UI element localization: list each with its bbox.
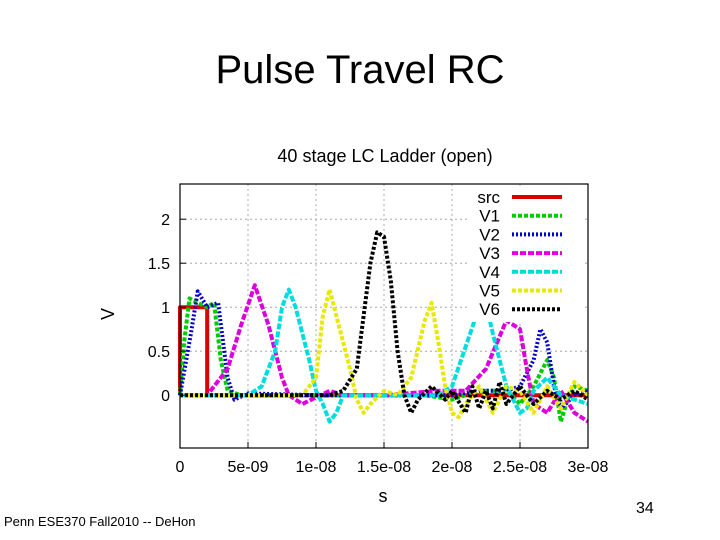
series-line-v2	[178, 289, 589, 411]
legend-label-v6: V6	[479, 300, 500, 319]
page-number: 34	[636, 500, 654, 517]
slide-footer: Penn ESE370 Fall2010 -- DeHon	[4, 514, 196, 529]
y-tick-label: 0.5	[148, 344, 170, 361]
legend-label-v1: V1	[479, 207, 500, 226]
legend-background	[470, 186, 584, 322]
x-axis-label: s	[379, 486, 388, 506]
x-tick-label: 1.5e-08	[357, 459, 411, 476]
y-tick-label: 1.5	[148, 256, 170, 273]
legend-label-v2: V2	[479, 225, 500, 244]
chart-title: 40 stage LC Ladder (open)	[277, 146, 492, 166]
series-line-v5	[180, 287, 590, 420]
legend-label-v3: V3	[479, 244, 500, 263]
legend-label-v4: V4	[479, 263, 500, 282]
slide-title: Pulse Travel RC	[215, 48, 505, 92]
x-tick-label: 2.5e-08	[493, 459, 547, 476]
y-tick-label: 0	[161, 388, 170, 405]
series-line-v4	[180, 287, 589, 424]
x-tick-label: 3e-08	[568, 459, 609, 476]
x-tick-label: 1e-08	[296, 459, 337, 476]
series-layer	[178, 230, 590, 424]
x-tick-label: 2e-08	[432, 459, 473, 476]
legend-label-src: src	[477, 188, 500, 207]
legend-label-v5: V5	[479, 282, 500, 301]
y-tick-label: 1	[161, 300, 170, 317]
series-line-v6	[180, 230, 590, 415]
x-tick-label: 0	[176, 459, 185, 476]
axis-layer: 0 5e-09 1e-08 1.5e-08 2e-08 2.5e-08 3e-08 0 0.5 1…	[148, 183, 609, 476]
y-axis-label: V	[98, 308, 118, 320]
y-tick-label: 2	[161, 212, 170, 229]
x-tick-label: 5e-09	[228, 459, 269, 476]
